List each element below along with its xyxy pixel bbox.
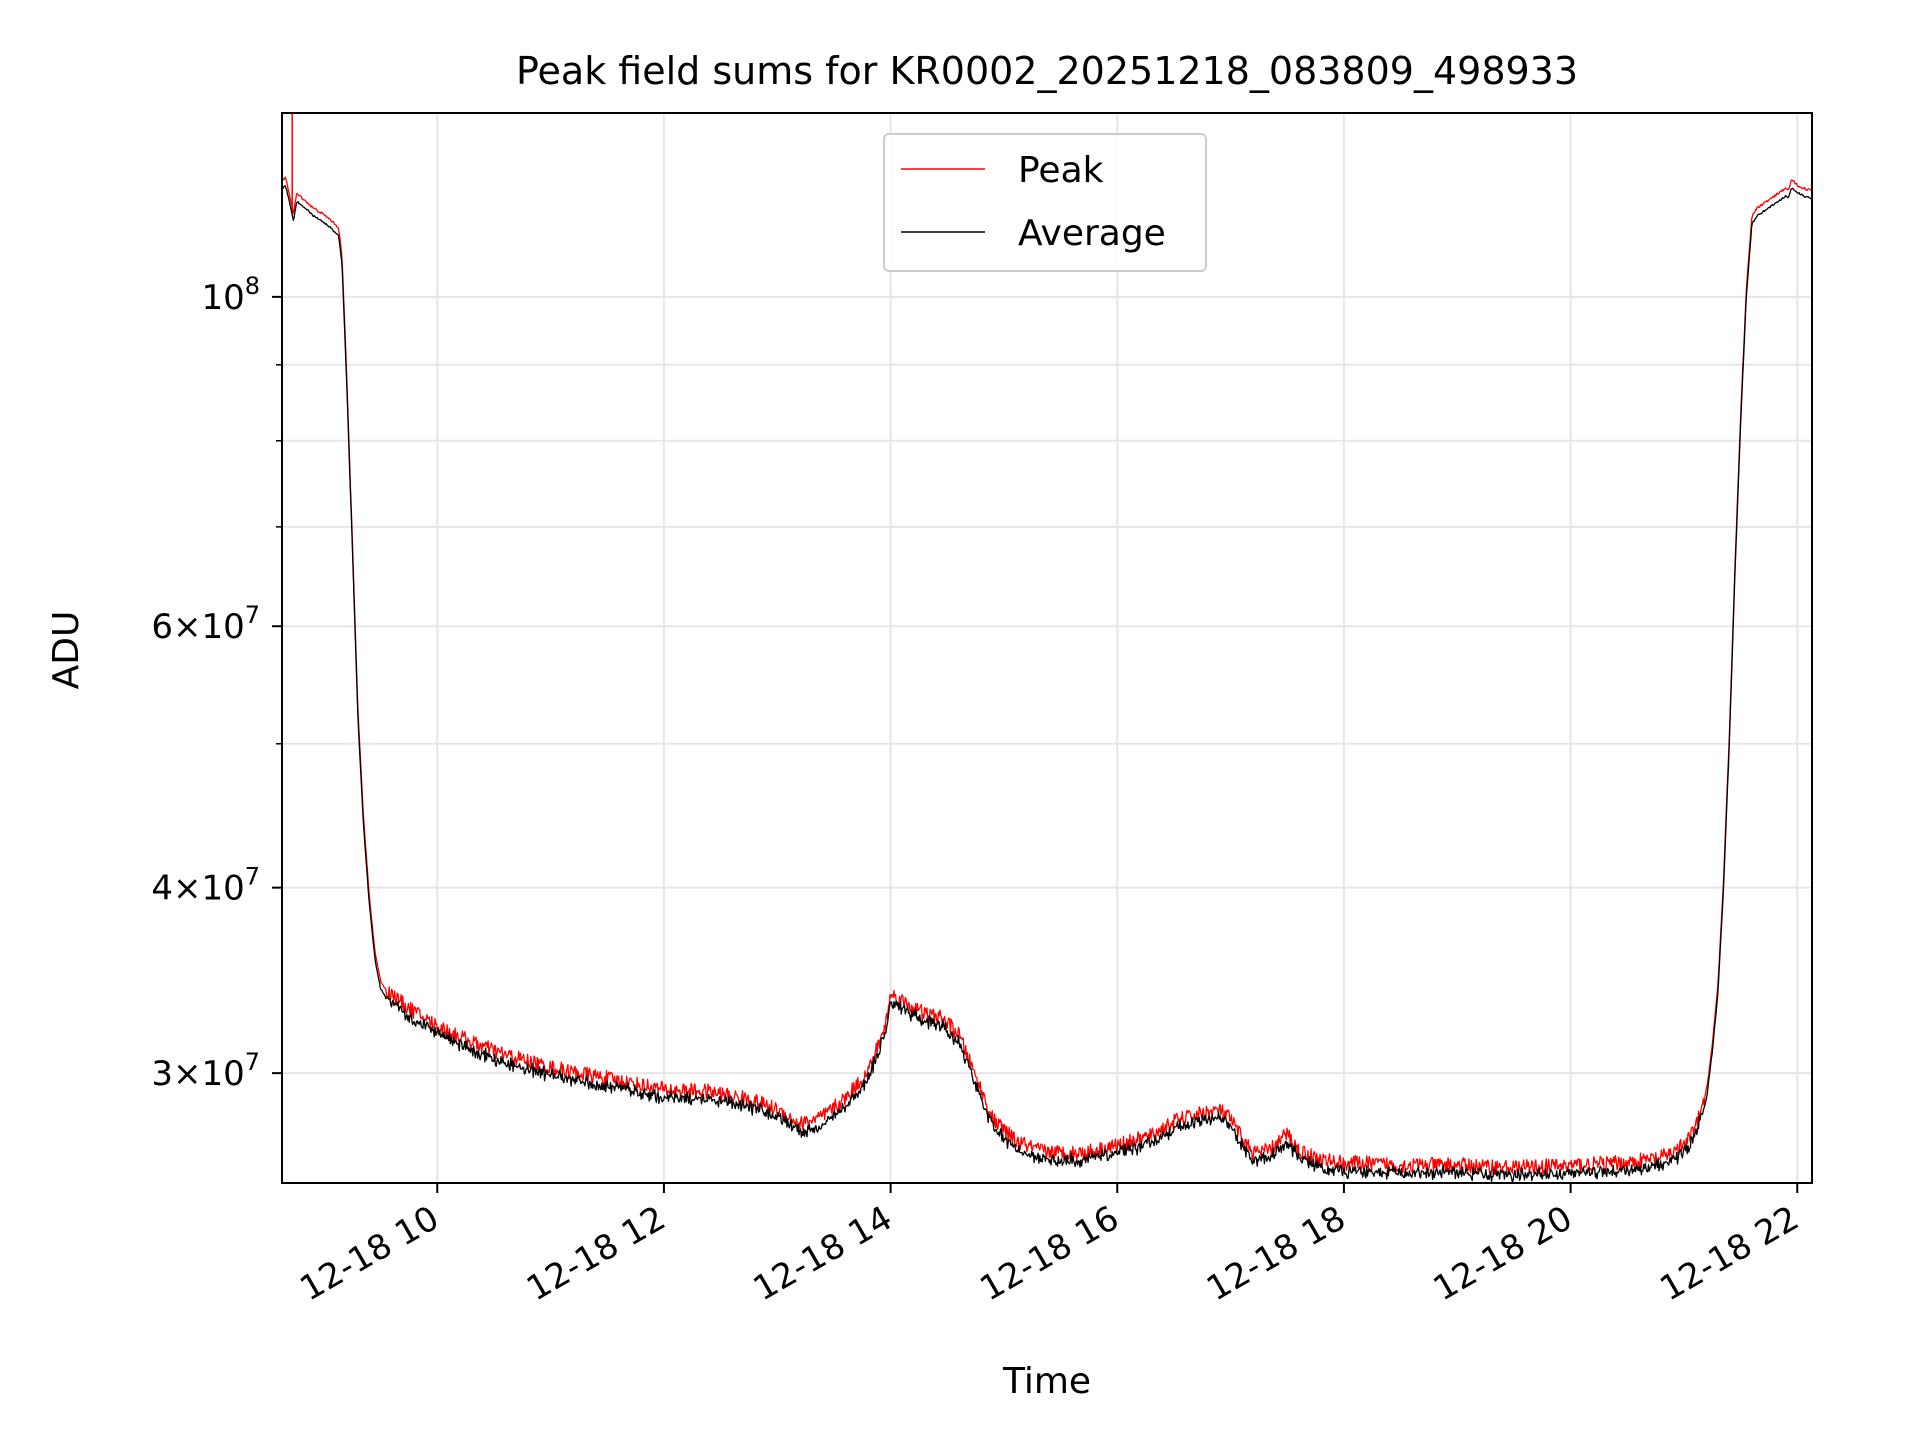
x-tick-label-3: 12-18 16	[973, 1198, 1125, 1309]
x-tick-label-6: 12-18 22	[1653, 1198, 1805, 1309]
series-line-peak	[281, 176, 1813, 1176]
x-axis-label: Time	[1002, 1361, 1091, 1402]
grid	[282, 113, 1812, 1183]
plot-series	[281, 113, 1813, 1183]
y-tick-label-2: 6×107	[151, 601, 260, 647]
x-tick-label-5: 12-18 20	[1427, 1198, 1579, 1309]
y-tick-label-1: 4×107	[151, 863, 260, 909]
chart-title: Peak field sums for KR0002_20251218_0838…	[516, 49, 1578, 93]
y-axis: 3×107 4×107 6×107 108	[151, 272, 282, 1094]
legend: Peak Average	[883, 133, 1207, 272]
plot-frame	[281, 112, 1813, 1184]
x-tick-label-2: 12-18 14	[747, 1198, 899, 1309]
y-tick-label-0: 3×107	[151, 1048, 260, 1094]
x-tick-label-0: 12-18 10	[293, 1198, 445, 1309]
y-tick-label-3: 108	[201, 272, 260, 318]
x-tick-label-1: 12-18 12	[520, 1198, 672, 1309]
x-tick-label-4: 12-18 18	[1200, 1198, 1352, 1309]
y-axis-label: ADU	[46, 611, 87, 690]
series-line-average	[281, 185, 1813, 1183]
legend-label-average: Average	[1018, 213, 1166, 254]
legend-label-peak: Peak	[1018, 150, 1104, 191]
x-axis: 12-18 10 12-18 12 12-18 14 12-18 16 12-18 18…	[293, 1183, 1806, 1309]
